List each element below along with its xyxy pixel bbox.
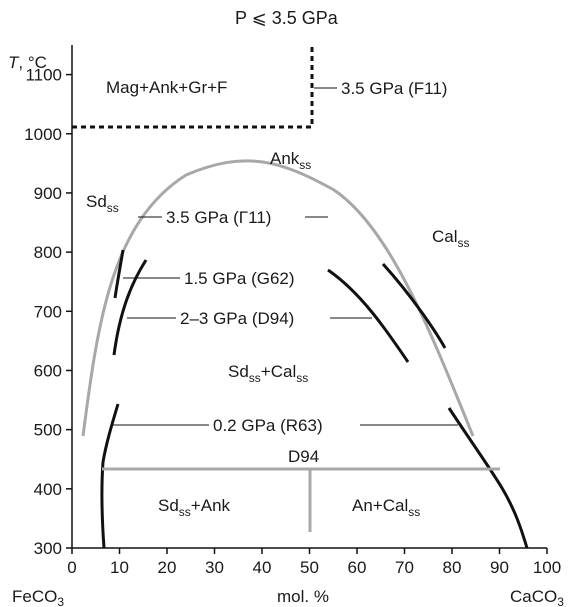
g62-right-curve <box>381 262 447 349</box>
y-tick-label: 800 <box>34 243 62 262</box>
field-ank-ss: Ankss <box>270 149 311 172</box>
field-sd-ss-ank: Sdss+Ank <box>158 496 231 519</box>
r63-left-curve <box>100 403 120 549</box>
d94-curve-label: 2–3 GPa (D94) <box>180 309 294 328</box>
x-tick-label: 70 <box>395 558 414 577</box>
y-tick-label: 500 <box>34 421 62 440</box>
g11-label: 3.5 GPa (Γ11) <box>166 208 271 227</box>
x-axis-title: mol. % <box>277 587 329 606</box>
field-sd-ss-cal-ss: Sdss+Calss <box>228 362 308 385</box>
x-tick-label: 10 <box>110 558 129 577</box>
field-an-cal-ss: An+Calss <box>352 496 420 519</box>
y-tick-label: 1000 <box>24 125 62 144</box>
x-tick-label: 80 <box>443 558 462 577</box>
y-tick-label: 900 <box>34 184 62 203</box>
field-cal-ss: Calss <box>432 227 470 250</box>
r63-right-curve <box>447 407 529 549</box>
x-tick-label: 30 <box>205 558 224 577</box>
y-tick-label: 600 <box>34 361 62 380</box>
pressure-condition-title: P ⩽ 3.5 GPa <box>235 8 339 28</box>
y-tick-label: 400 <box>34 480 62 499</box>
f11-label: 3.5 GPa (F11) <box>341 79 447 98</box>
g62-label: 1.5 GPa (G62) <box>184 269 295 288</box>
y-tick-label: 1100 <box>25 66 62 85</box>
x-tick-label: 90 <box>490 558 509 577</box>
x-axis-ticks: 0 10 20 30 40 50 60 70 80 90 100 <box>67 548 561 577</box>
x-tick-label: 50 <box>300 558 319 577</box>
x-axis-left-end-label: FeCO3 <box>12 587 64 607</box>
y-axis-label: T, °C <box>8 53 47 72</box>
r63-label: 0.2 GPa (R63) <box>213 416 323 435</box>
y-tick-label: 300 <box>34 539 62 558</box>
d94-left-curve <box>112 259 148 356</box>
x-tick-label: 60 <box>348 558 367 577</box>
d94-right-curve <box>327 268 410 363</box>
field-mag-ank-gr-f: Mag+Ank+Gr+F <box>106 78 227 97</box>
y-axis-ticks: 300 400 500 600 700 800 900 1000 1100 <box>24 66 72 558</box>
x-tick-label: 100 <box>533 558 561 577</box>
x-tick-label: 20 <box>158 558 177 577</box>
d94-line-label: D94 <box>288 447 319 466</box>
x-axis-right-end-label: CaCO3 <box>510 587 564 607</box>
x-tick-label: 0 <box>67 558 76 577</box>
solvus-3.5gpa-curve <box>81 159 475 437</box>
x-tick-label: 40 <box>253 558 272 577</box>
field-sd-ss: Sdss <box>86 192 119 215</box>
y-tick-label: 700 <box>34 302 62 321</box>
g62-left-curve <box>113 249 125 299</box>
